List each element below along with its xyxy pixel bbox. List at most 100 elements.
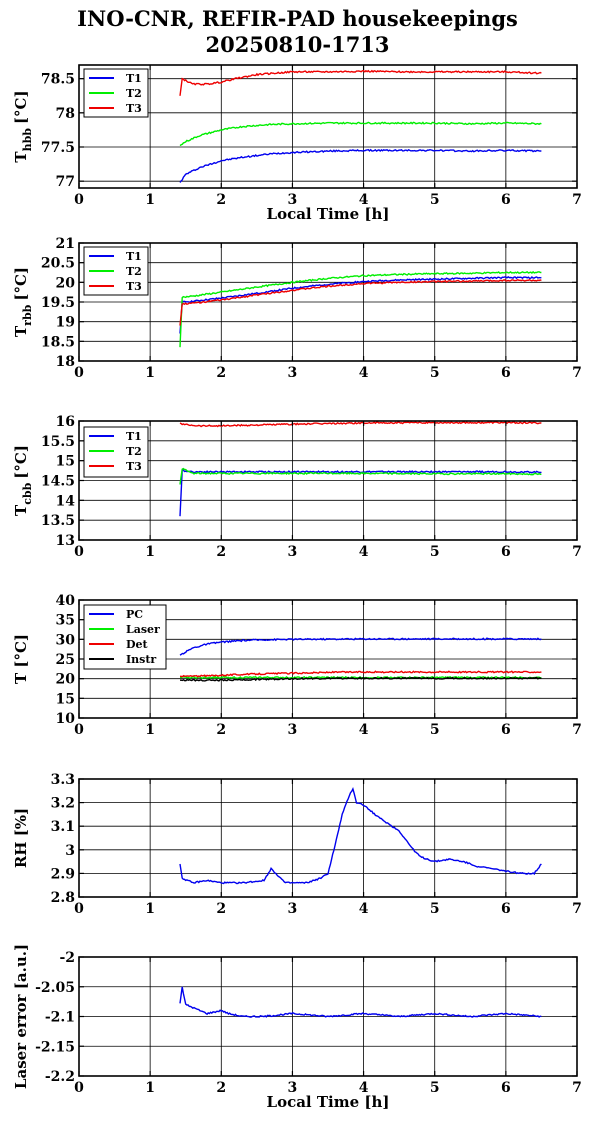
y-tick-label: 40 <box>56 593 76 609</box>
legend-label-t2: T2 <box>126 87 142 100</box>
y-tick-label: -2.2 <box>45 1069 75 1085</box>
y-tick-label: 20.5 <box>41 256 75 272</box>
y-tick-label: 13 <box>56 533 75 549</box>
y-tick-label: 2.9 <box>51 866 75 882</box>
x-tick-label: 1 <box>145 192 155 208</box>
y-tick-label: -2 <box>59 950 75 966</box>
legend: T1 T2 T3 <box>83 426 149 478</box>
x-tick-label: 6 <box>501 901 511 917</box>
x-tick-label: 3 <box>288 544 298 560</box>
y-tick-label: 25 <box>56 652 75 668</box>
x-tick-label: 4 <box>359 722 369 738</box>
y-tick-label: 16 <box>56 414 75 430</box>
x-tick-label: 3 <box>288 901 298 917</box>
y-tick-label: 21 <box>56 236 75 252</box>
x-tick-label: 7 <box>572 192 582 208</box>
legend-label-t2: T2 <box>126 265 142 278</box>
x-tick-label: 6 <box>501 365 511 381</box>
figure-title: INO-CNR, REFIR-PAD housekeepings <box>77 6 518 31</box>
legend-label-instr: Instr <box>126 653 156 666</box>
legend-label-t1: T1 <box>126 430 142 443</box>
legend-label-t1: T1 <box>126 72 142 85</box>
y-tick-label: -2.15 <box>35 1039 75 1055</box>
x-tick-label: 4 <box>359 544 369 560</box>
x-tick-label: 7 <box>572 901 582 917</box>
x-tick-label: 1 <box>145 722 155 738</box>
y-tick-label: 3 <box>65 843 75 859</box>
y-axis-label-subscript: cbb <box>21 482 34 504</box>
y-axis-label: Tcbb [°C] <box>12 445 34 516</box>
x-tick-label: 1 <box>145 1080 155 1096</box>
y-tick-label: 30 <box>56 632 76 648</box>
chart-panel-3: 0 1 2 3 4 5 6 7 13 13.5 14 14.5 15 15.5 16 Tcbb [°C] T1 T2… <box>12 414 582 560</box>
y-axis-label-unit: [°C] <box>12 445 30 479</box>
x-tick-label: 0 <box>74 192 84 208</box>
y-axis-label-unit: [°C] <box>12 90 30 124</box>
y-tick-label: 78 <box>56 106 75 122</box>
x-tick-label: 0 <box>74 901 84 917</box>
series-line-t1 <box>179 276 542 334</box>
y-tick-label: 13.5 <box>41 513 75 529</box>
x-tick-label: 0 <box>74 544 84 560</box>
x-tick-label: 3 <box>288 192 298 208</box>
series-line-t3 <box>179 279 542 326</box>
x-tick-label: 4 <box>359 365 369 381</box>
x-tick-label: 2 <box>216 192 226 208</box>
y-tick-label: 14.5 <box>41 474 75 490</box>
x-tick-label: 1 <box>145 544 155 560</box>
x-tick-label: 1 <box>145 901 155 917</box>
legend: T1 T2 T3 <box>83 246 149 296</box>
chart-panel-2: 0 1 2 3 4 5 6 7 18 18.5 19 19.5 20 20.5 21 Trbb [°C] T1 T2… <box>12 236 582 381</box>
x-tick-label: 4 <box>359 1080 369 1096</box>
y-axis-label-main: T <box>12 504 30 516</box>
x-axis-label: Local Time [h] <box>267 1093 390 1111</box>
y-axis-label: RH [%] <box>12 808 30 868</box>
legend: PC Laser Det Instr <box>83 604 167 670</box>
legend-label-t2: T2 <box>126 445 142 458</box>
legend-label-laser: Laser <box>126 623 160 636</box>
y-tick-label: 3.2 <box>51 796 75 812</box>
y-axis-label-subscript: hbb <box>21 128 34 152</box>
x-tick-label: 0 <box>74 1080 84 1096</box>
y-tick-label: -2.1 <box>45 1010 75 1026</box>
x-tick-label: 7 <box>572 1080 582 1096</box>
legend-label-t3: T3 <box>126 460 142 473</box>
y-axis-label: Thbb [°C] <box>12 90 34 162</box>
chart-panel-4: 0 1 2 3 4 5 6 7 10 15 20 25 30 35 40 T [°C] PC Laser Det In… <box>12 593 582 738</box>
x-tick-label: 6 <box>501 1080 511 1096</box>
x-tick-label: 5 <box>430 1080 440 1096</box>
legend-label-pc: PC <box>126 608 143 621</box>
y-axis-label-main: Laser error [a.u.] <box>12 944 30 1089</box>
x-axis-label: Local Time [h] <box>267 205 390 223</box>
y-tick-label: 2.8 <box>51 890 75 906</box>
y-tick-label: 20 <box>56 672 76 688</box>
y-axis-label: Trbb [°C] <box>12 267 34 337</box>
legend-label-t3: T3 <box>126 280 142 293</box>
series-line-t2 <box>179 121 542 147</box>
y-tick-label: 19 <box>56 315 75 331</box>
series-line-t3 <box>179 420 542 428</box>
y-tick-label: 14 <box>56 493 76 509</box>
x-tick-label: 2 <box>216 1080 226 1096</box>
x-tick-label: 0 <box>74 722 84 738</box>
x-tick-label: 7 <box>572 365 582 381</box>
x-tick-label: 5 <box>430 192 440 208</box>
series-line-t1 <box>179 148 542 183</box>
x-tick-label: 5 <box>430 722 440 738</box>
y-tick-label: 78.5 <box>41 72 75 88</box>
y-tick-label: 15 <box>56 454 75 470</box>
y-axis-label-main: T <box>12 325 30 337</box>
plot-frame <box>78 64 578 189</box>
y-tick-label: 35 <box>56 613 75 629</box>
y-tick-label: 15 <box>56 691 75 707</box>
y-tick-label: 77 <box>56 174 75 190</box>
y-tick-label: 18.5 <box>41 334 75 350</box>
y-tick-label: 20 <box>56 275 76 291</box>
chart-panel-5: 0 1 2 3 4 5 6 7 2.8 2.9 3 3.1 3.2 3.3 RH [%] <box>12 772 582 917</box>
x-tick-label: 3 <box>288 722 298 738</box>
x-tick-label: 7 <box>572 544 582 560</box>
y-tick-label: 19.5 <box>41 295 75 311</box>
x-tick-label: 3 <box>288 1080 298 1096</box>
